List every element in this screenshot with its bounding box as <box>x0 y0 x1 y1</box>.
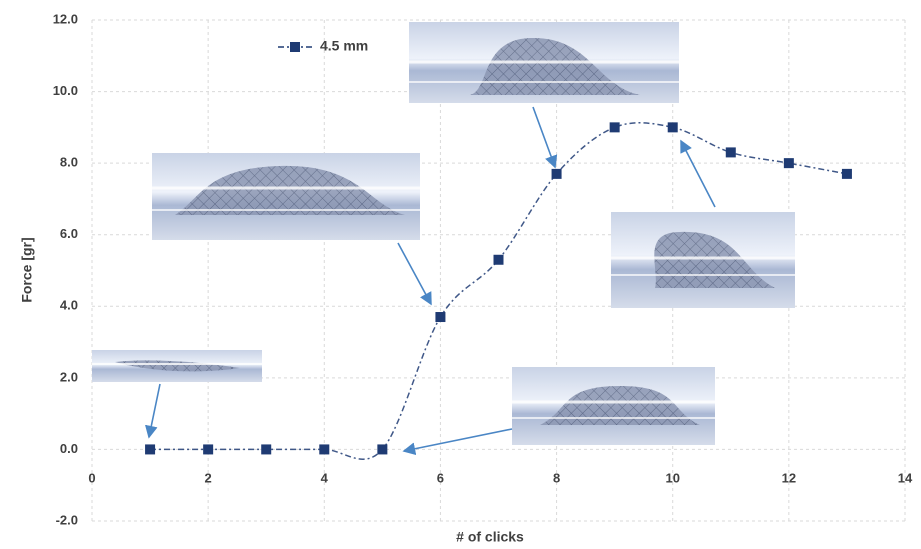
y-tick-label: 8.0 <box>60 155 78 170</box>
inset-image <box>409 22 679 103</box>
arrow <box>680 139 716 208</box>
data-point <box>493 254 504 265</box>
x-tick-label: 14 <box>898 470 913 485</box>
data-point <box>841 168 852 179</box>
x-tick-label: 2 <box>205 470 212 485</box>
data-point <box>377 444 388 455</box>
x-tick-label: 6 <box>437 470 444 485</box>
legend-label: 4.5 mm <box>320 38 368 54</box>
data-point <box>145 444 156 455</box>
arrow <box>397 242 432 306</box>
data-point <box>203 444 214 455</box>
legend-marker <box>290 42 300 52</box>
x-tick-label: 8 <box>553 470 560 485</box>
y-tick-label: 12.0 <box>53 11 78 26</box>
x-tick-label: 4 <box>321 470 329 485</box>
plot-area: -2.0 0.0 2.0 4.0 6.0 8.0 10.0 12.0 0 2 4 6 8 10 12 14 <box>53 11 913 527</box>
x-tick-label: 10 <box>665 470 679 485</box>
series-line <box>150 122 848 460</box>
y-axis-title: Force [gr] <box>19 237 35 302</box>
inset-image <box>152 153 420 240</box>
x-axis-title: # of clicks <box>456 529 524 545</box>
inset-image <box>512 367 715 445</box>
data-point <box>435 312 446 323</box>
y-tick-label: 10.0 <box>53 83 78 98</box>
arrow <box>532 106 558 169</box>
inset-image <box>611 212 795 308</box>
data-point <box>319 444 330 455</box>
inset-images <box>92 22 795 445</box>
legend: 4.5 mm <box>278 38 368 54</box>
y-tick-label: 6.0 <box>60 226 78 241</box>
arrow <box>402 428 513 456</box>
x-tick-label: 12 <box>782 470 796 485</box>
data-point <box>725 147 736 158</box>
inset-image <box>92 350 262 382</box>
y-tick-label: -2.0 <box>56 512 78 527</box>
arrow <box>145 383 161 439</box>
x-tick-label: 0 <box>88 470 95 485</box>
data-point <box>551 168 562 179</box>
data-point <box>667 122 678 133</box>
y-tick-label: 2.0 <box>60 369 78 384</box>
arrows <box>145 106 716 456</box>
data-point <box>261 444 272 455</box>
data-point <box>783 158 794 169</box>
y-tick-label: 0.0 <box>60 441 78 456</box>
y-tick-label: 4.0 <box>60 298 78 313</box>
data-point <box>609 122 620 133</box>
